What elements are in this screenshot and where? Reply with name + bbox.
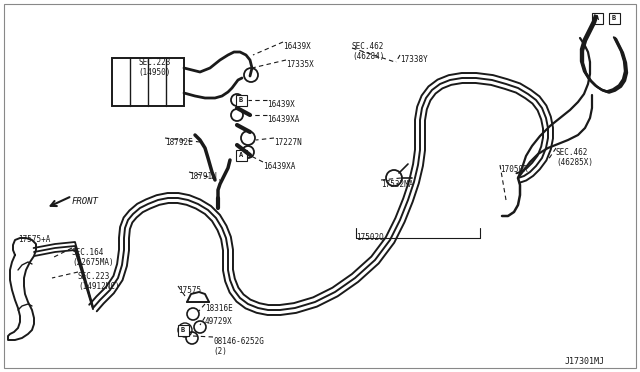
Text: 16439X: 16439X bbox=[283, 42, 311, 51]
Text: 18792E: 18792E bbox=[165, 138, 193, 147]
Text: B: B bbox=[239, 97, 243, 103]
Text: 17227N: 17227N bbox=[274, 138, 301, 147]
Text: 17050R: 17050R bbox=[500, 165, 528, 174]
Text: 16439XA: 16439XA bbox=[267, 115, 300, 124]
Text: 18791N: 18791N bbox=[189, 172, 217, 181]
Text: SEC.223
(14950): SEC.223 (14950) bbox=[139, 58, 171, 77]
Text: SEC.223
(14912NC): SEC.223 (14912NC) bbox=[78, 272, 120, 291]
Text: 16439X: 16439X bbox=[267, 100, 295, 109]
Text: 17575: 17575 bbox=[178, 286, 201, 295]
Text: J17301MJ: J17301MJ bbox=[565, 357, 605, 366]
Text: 17335X: 17335X bbox=[286, 60, 314, 69]
Text: A: A bbox=[239, 152, 243, 158]
Bar bbox=[591, 13, 602, 23]
Text: 08146-6252G
(2): 08146-6252G (2) bbox=[213, 337, 264, 356]
Text: B: B bbox=[612, 15, 616, 21]
Text: SEC.164
(22675MA): SEC.164 (22675MA) bbox=[72, 248, 114, 267]
Text: 16439XA: 16439XA bbox=[263, 162, 296, 171]
Text: 17575+A: 17575+A bbox=[18, 235, 51, 244]
Text: 17502Q: 17502Q bbox=[356, 233, 384, 242]
Bar bbox=[609, 13, 620, 23]
Text: A: A bbox=[595, 15, 599, 21]
Bar bbox=[236, 94, 246, 106]
Text: SEC.462
(46284): SEC.462 (46284) bbox=[352, 42, 385, 61]
Text: SEC.462
(46285X): SEC.462 (46285X) bbox=[556, 148, 593, 167]
Text: 49729X: 49729X bbox=[205, 317, 233, 326]
Text: 18316E: 18316E bbox=[205, 304, 233, 313]
Bar bbox=[236, 150, 246, 160]
Text: 17338Y: 17338Y bbox=[400, 55, 428, 64]
Text: 17532MA: 17532MA bbox=[381, 180, 413, 189]
Text: B: B bbox=[181, 327, 185, 333]
Bar bbox=[177, 324, 189, 336]
Bar bbox=[112, 58, 184, 106]
Text: FRONT: FRONT bbox=[72, 197, 99, 206]
